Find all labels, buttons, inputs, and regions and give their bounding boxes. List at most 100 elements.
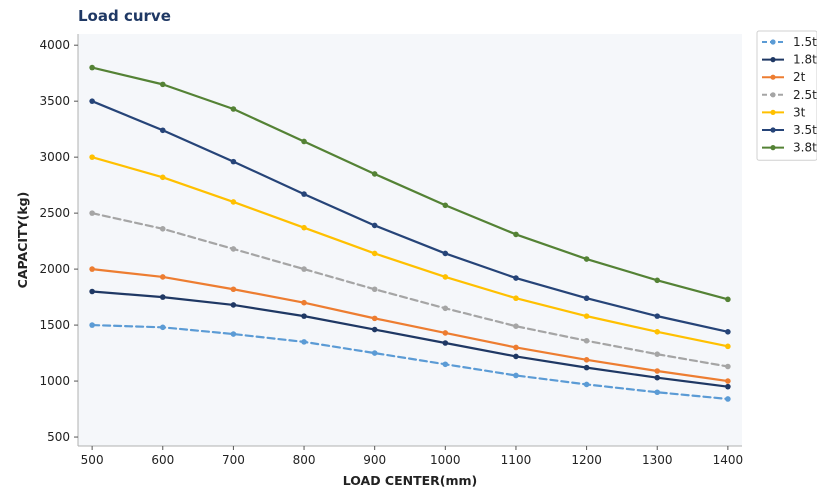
x-tick-label: 500 [81, 453, 104, 467]
data-point [654, 277, 661, 284]
y-tick-label: 1000 [39, 374, 70, 388]
axes: 500 600 700 800 900 1000 1100 1200 1300 1400 500 10… [39, 34, 743, 467]
data-point [230, 158, 237, 165]
x-tick-label: 600 [151, 453, 174, 467]
data-point [89, 98, 95, 104]
legend-item: 1.5t [762, 35, 817, 49]
data-point [371, 350, 378, 356]
data-point [159, 226, 166, 232]
series-1.5t [89, 322, 731, 402]
legend: 1.5t 1.8t 2t 2.5t 3t 3.5t 3.8t [756, 30, 817, 161]
data-point [89, 154, 95, 160]
x-tick-label: 1300 [642, 453, 673, 467]
legend-label: 2t [793, 70, 806, 84]
series-layer [89, 64, 731, 402]
legend-swatch-marker [770, 109, 776, 115]
legend-swatch-marker [770, 127, 776, 133]
legend-label: 3.5t [793, 123, 817, 137]
y-tick-label: 2500 [39, 206, 70, 220]
data-point [230, 199, 237, 205]
x-axis-label: LOAD CENTER(mm) [343, 473, 478, 488]
data-point [583, 256, 590, 262]
data-point [371, 286, 378, 293]
legend-swatch-marker [770, 145, 776, 151]
data-point [442, 330, 449, 336]
series-1.8t [89, 288, 731, 390]
legend-item: 2.5t [762, 88, 817, 102]
data-point [230, 246, 237, 252]
data-point [159, 294, 166, 300]
data-point [301, 299, 307, 306]
data-point [583, 295, 590, 302]
y-tick-label: 2000 [39, 262, 70, 276]
data-point [725, 329, 731, 335]
legend-label: 1.5t [793, 35, 817, 49]
y-tick-label: 500 [47, 430, 70, 444]
series-3.8t [89, 64, 731, 303]
data-point [654, 368, 661, 374]
data-point [654, 313, 661, 319]
data-point [442, 361, 449, 368]
series-line [91, 268, 729, 383]
series-line [91, 100, 729, 333]
data-point [513, 323, 519, 330]
data-point [301, 224, 307, 231]
data-point [513, 372, 519, 379]
data-point [725, 383, 731, 390]
legend-item: 3t [762, 105, 806, 119]
legend-label: 1.8t [793, 53, 817, 67]
series-line [91, 212, 729, 368]
data-point [159, 174, 166, 181]
data-point [89, 266, 95, 272]
data-point [89, 210, 95, 216]
legend-swatch-marker [770, 74, 776, 80]
data-point [654, 389, 661, 396]
x-tick-label: 800 [293, 453, 316, 467]
legend-label: 3t [793, 105, 806, 119]
data-point [725, 343, 731, 350]
data-point [301, 191, 307, 197]
legend-item: 3.8t [762, 141, 817, 155]
data-point [230, 331, 237, 337]
data-point [442, 274, 449, 280]
data-point [230, 302, 237, 308]
data-point [371, 250, 378, 257]
data-point [159, 274, 166, 280]
data-point [513, 231, 519, 238]
data-point [89, 322, 95, 328]
data-point [513, 295, 519, 302]
data-point [301, 313, 307, 319]
data-point [371, 171, 378, 177]
data-point [230, 106, 237, 112]
series-2.5t [89, 210, 731, 370]
data-point [159, 324, 166, 331]
data-point [654, 351, 661, 357]
x-tick-label: 1100 [501, 453, 532, 467]
legend-swatch-marker [770, 92, 776, 98]
data-point [513, 353, 519, 360]
data-point [583, 381, 590, 388]
y-tick-label: 1500 [39, 318, 70, 332]
y-tick-label: 4000 [39, 38, 70, 52]
data-point [583, 356, 590, 363]
legend-item: 2t [762, 70, 806, 84]
data-point [301, 138, 307, 145]
x-tick-label: 700 [222, 453, 245, 467]
data-point [301, 266, 307, 272]
legend-label: 2.5t [793, 88, 817, 102]
legend-label: 3.8t [793, 141, 817, 155]
data-point [583, 337, 590, 344]
series-line [91, 290, 729, 388]
legend-swatch-marker [770, 57, 776, 63]
data-point [442, 340, 449, 346]
data-point [371, 315, 378, 322]
data-point [725, 378, 731, 384]
series-line [91, 156, 729, 348]
y-tick-label: 3000 [39, 150, 70, 164]
data-point [89, 64, 95, 71]
x-tick-label: 900 [363, 453, 386, 467]
x-tick-label: 1000 [430, 453, 461, 467]
x-tick-label: 1400 [713, 453, 744, 467]
data-point [230, 286, 237, 293]
